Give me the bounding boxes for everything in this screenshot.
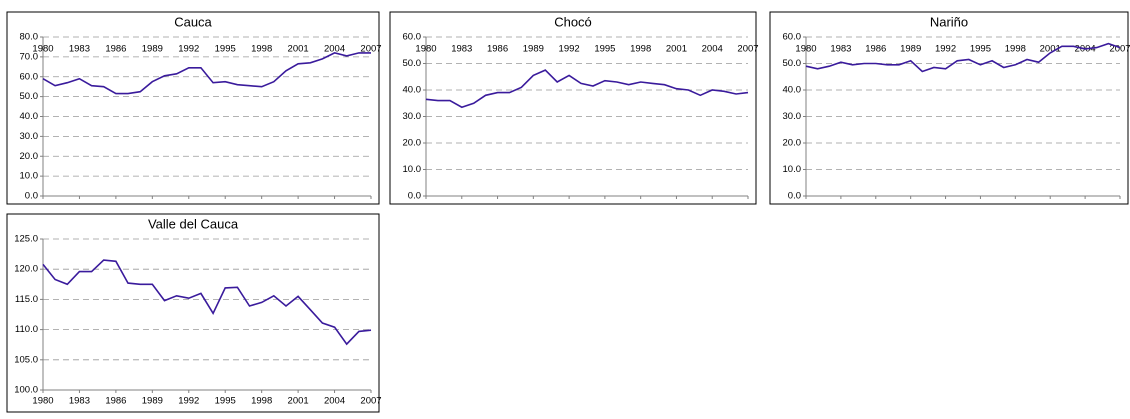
y-tick-label: 60.0 <box>403 32 422 43</box>
x-tick-label: 1998 <box>630 44 651 55</box>
y-tick-label: 60.0 <box>783 32 802 43</box>
y-tick-label: 50.0 <box>20 91 39 102</box>
y-tick-label: 10.0 <box>403 164 422 175</box>
x-tick-label: 1995 <box>215 396 236 407</box>
x-tick-label: 2007 <box>360 396 381 407</box>
x-tick-label: 1980 <box>415 44 436 55</box>
x-tick-label: 1995 <box>215 44 236 55</box>
x-tick-label: 1998 <box>1005 44 1026 55</box>
x-tick-label: 2004 <box>324 44 345 55</box>
x-tick-label: 1992 <box>178 396 199 407</box>
x-tick-label: 1995 <box>594 44 615 55</box>
chart-title: Chocó <box>554 14 592 29</box>
y-tick-label: 0.0 <box>788 191 801 202</box>
y-tick-label: 80.0 <box>20 32 39 43</box>
x-tick-label: 1992 <box>559 44 580 55</box>
y-tick-label: 40.0 <box>20 111 39 122</box>
data-line <box>425 69 749 109</box>
x-tick-label: 2004 <box>324 396 345 407</box>
x-tick-label: 1986 <box>865 44 886 55</box>
x-tick-label: 2007 <box>360 44 381 55</box>
x-tick-label: 2007 <box>737 44 758 55</box>
data-line <box>42 259 372 346</box>
y-tick-label: 30.0 <box>403 111 422 122</box>
y-tick-label: 0.0 <box>408 191 421 202</box>
panel-frame <box>6 11 380 205</box>
y-tick-label: 30.0 <box>783 111 802 122</box>
x-tick-label: 1992 <box>178 44 199 55</box>
y-tick-label: 20.0 <box>403 138 422 149</box>
y-tick-label: 120.0 <box>14 264 38 275</box>
panel-frame <box>389 11 757 205</box>
y-tick-label: 100.0 <box>14 385 38 396</box>
x-tick-label: 1998 <box>251 44 272 55</box>
x-tick-label: 1989 <box>142 44 163 55</box>
y-tick-label: 105.0 <box>14 354 38 365</box>
x-tick-label: 1986 <box>105 396 126 407</box>
y-tick-label: 10.0 <box>20 171 39 182</box>
x-tick-label: 2001 <box>288 396 309 407</box>
x-tick-label: 1989 <box>523 44 544 55</box>
x-tick-label: 1998 <box>251 396 272 407</box>
y-tick-label: 125.0 <box>14 234 38 245</box>
x-tick-label: 1995 <box>970 44 991 55</box>
y-tick-label: 0.0 <box>25 191 38 202</box>
x-tick-label: 1983 <box>69 396 90 407</box>
x-tick-label: 1980 <box>32 44 53 55</box>
x-tick-label: 1983 <box>830 44 851 55</box>
x-tick-label: 2001 <box>1040 44 1061 55</box>
data-line <box>805 42 1121 73</box>
x-tick-label: 1983 <box>69 44 90 55</box>
y-tick-label: 50.0 <box>403 58 422 69</box>
chart-title: Cauca <box>174 14 212 29</box>
y-tick-label: 50.0 <box>783 58 802 69</box>
x-tick-label: 1983 <box>451 44 472 55</box>
y-tick-label: 70.0 <box>20 51 39 62</box>
y-tick-label: 30.0 <box>20 131 39 142</box>
y-tick-label: 110.0 <box>15 324 38 335</box>
data-line <box>42 52 371 95</box>
x-tick-label: 1980 <box>795 44 816 55</box>
x-tick-label: 1989 <box>142 396 163 407</box>
y-tick-label: 60.0 <box>20 71 39 82</box>
y-tick-label: 40.0 <box>783 85 802 96</box>
x-tick-label: 2004 <box>702 44 723 55</box>
panel-frame <box>769 11 1129 205</box>
x-tick-label: 2001 <box>288 44 309 55</box>
panel-frame <box>6 213 380 413</box>
y-tick-label: 20.0 <box>20 151 39 162</box>
y-tick-label: 10.0 <box>783 164 802 175</box>
chart-title: Nariño <box>930 14 968 29</box>
x-tick-label: 2007 <box>1109 44 1130 55</box>
x-tick-label: 1986 <box>105 44 126 55</box>
y-tick-label: 20.0 <box>783 138 802 149</box>
x-tick-label: 1980 <box>32 396 53 407</box>
y-tick-label: 40.0 <box>403 85 422 96</box>
y-tick-label: 115.0 <box>15 294 38 305</box>
x-tick-label: 1992 <box>935 44 956 55</box>
chart-title: Valle del Cauca <box>148 216 239 231</box>
x-tick-label: 1986 <box>487 44 508 55</box>
x-tick-label: 1989 <box>900 44 921 55</box>
x-tick-label: 2001 <box>666 44 687 55</box>
